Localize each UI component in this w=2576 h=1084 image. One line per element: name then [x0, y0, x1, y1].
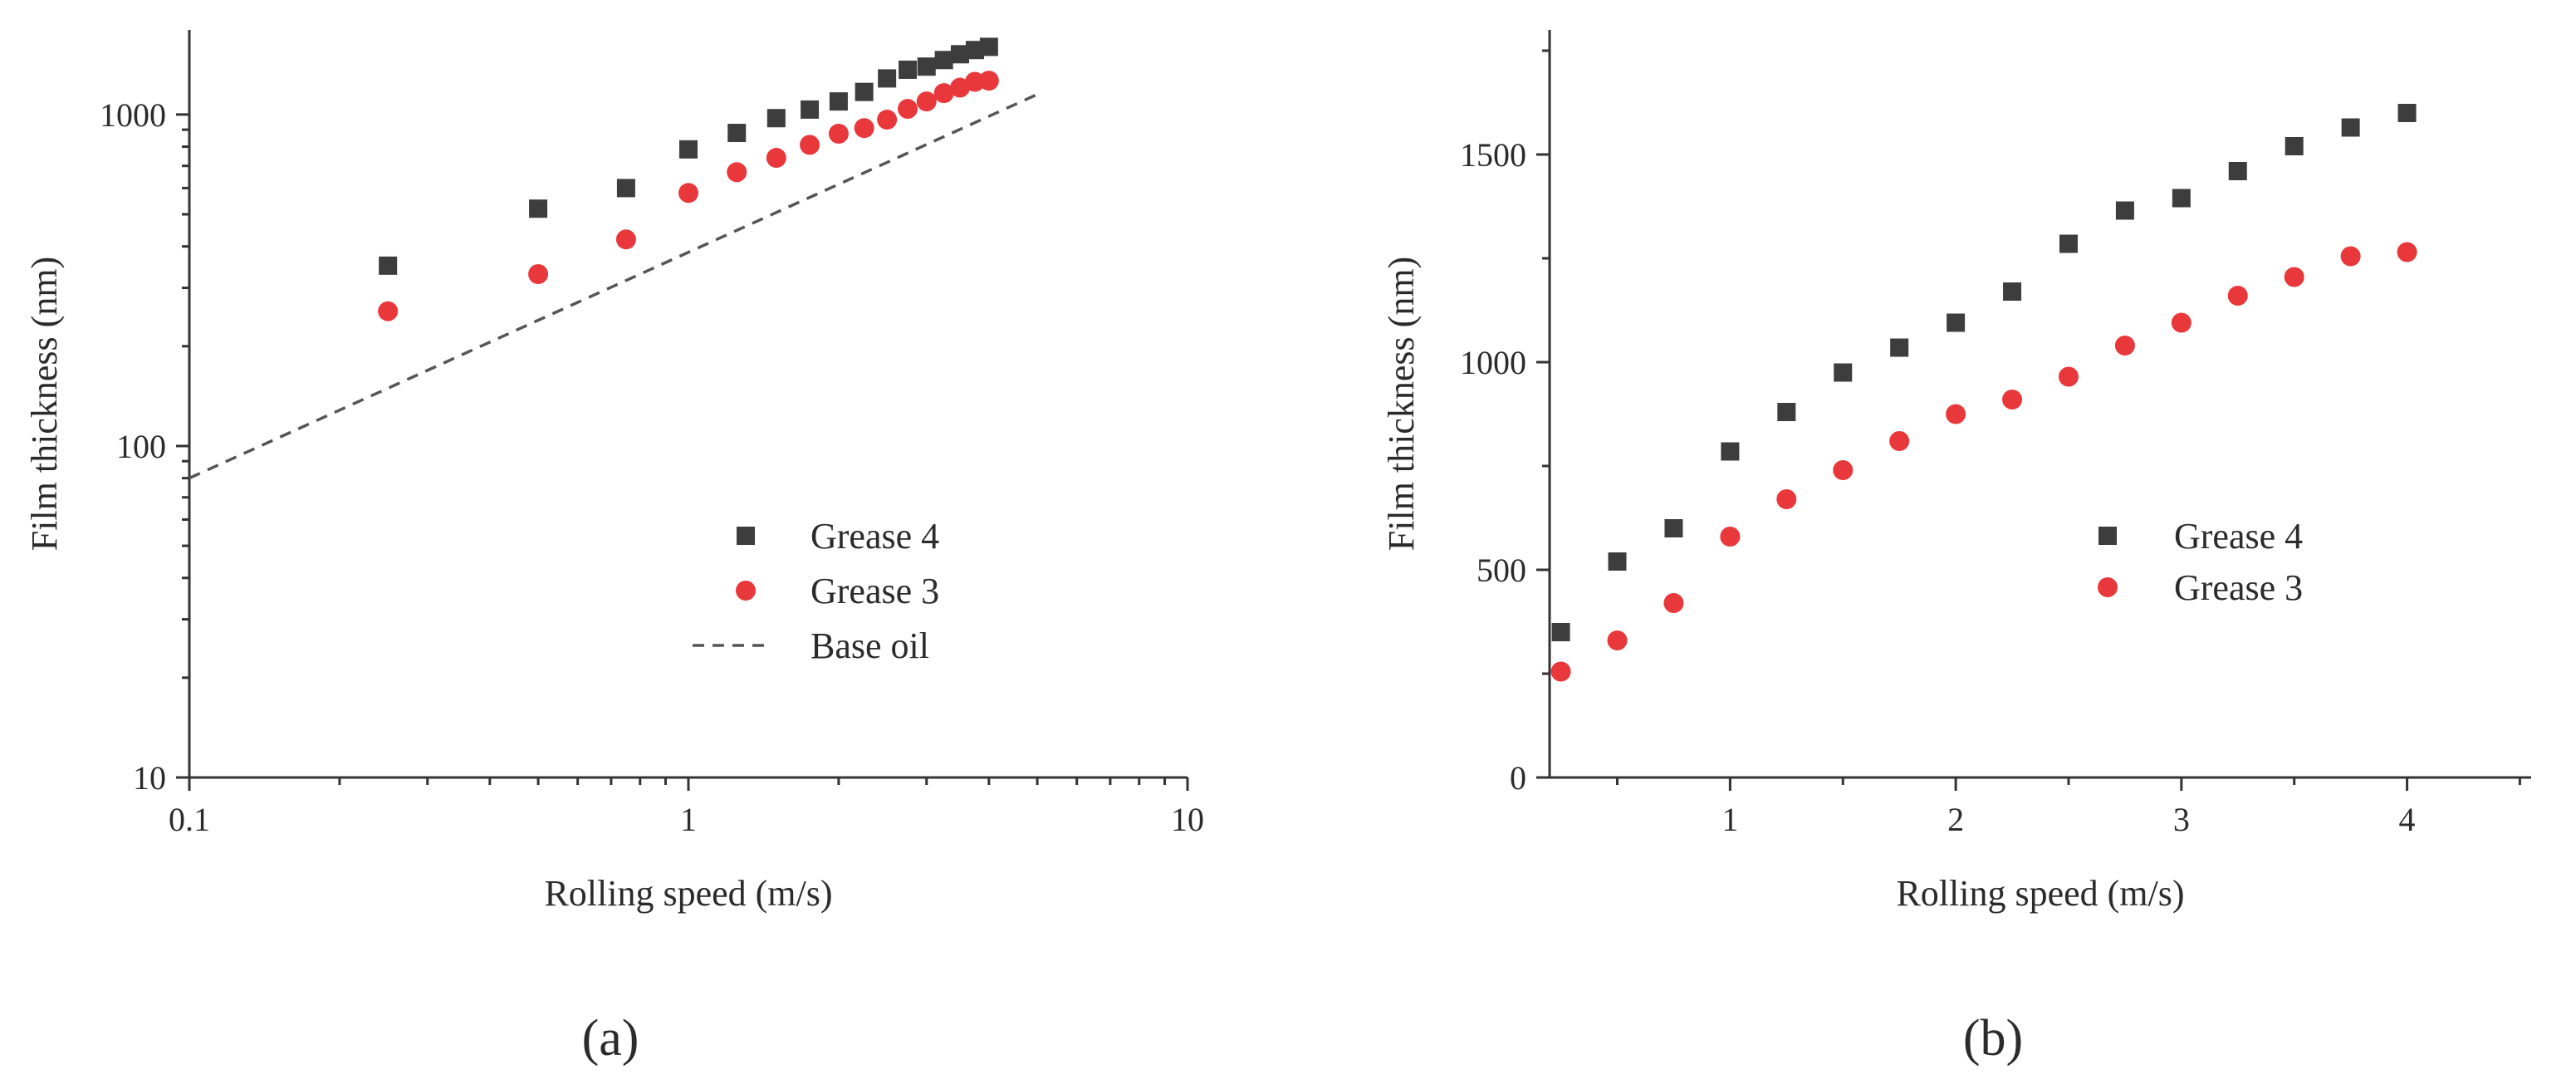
grease-3-point — [828, 124, 849, 145]
grease-3-point — [1720, 527, 1741, 547]
grease-3-point — [2114, 336, 2135, 356]
grease-4-point — [2059, 234, 2078, 253]
grease-4-point — [2285, 137, 2304, 155]
grease-4-point — [2228, 162, 2247, 180]
legend-label: Base oil — [811, 625, 929, 666]
y-tick-label: 1000 — [100, 96, 166, 134]
grease-3-point — [916, 91, 937, 112]
grease-3-point — [2002, 390, 2023, 410]
x-axis-title-b: Rolling speed (m/s) — [1896, 873, 2184, 914]
grease-4-point — [934, 51, 953, 70]
grease-4-point — [727, 124, 747, 143]
grease-4-point — [878, 69, 897, 88]
grease-3-point — [2397, 242, 2417, 262]
grease-4-point — [979, 37, 998, 56]
grease-3-point — [2171, 312, 2192, 333]
legend-grease-4-swatch — [737, 527, 755, 545]
grease-4-point — [965, 41, 984, 60]
grease-4-point — [2397, 104, 2417, 122]
grease-3-point — [615, 229, 636, 250]
legend-label: Grease 4 — [811, 516, 939, 557]
grease-3-point — [2284, 267, 2304, 287]
panel-label-b: (b) — [1963, 1010, 2023, 1067]
legend-grease-3-swatch — [736, 581, 756, 601]
grease-4-point — [616, 179, 635, 198]
grease-4-point — [1777, 403, 1796, 421]
y-tick-label: 10 — [133, 759, 166, 797]
grease-4-point — [829, 92, 848, 111]
grease-4-point — [1834, 363, 1853, 382]
x-tick-label: 2 — [1947, 801, 1964, 838]
grease-4-point — [2115, 201, 2134, 220]
x-tick-label: 1 — [680, 801, 697, 838]
grease-3-point — [1946, 404, 1966, 424]
panel-b: 1 2 3 4 0 500 1000 1500 Rolling speed (m/s) Film … — [1381, 30, 2531, 1067]
grease-3-point — [528, 264, 549, 285]
grease-4-point — [1664, 519, 1683, 537]
y-tick-label: 500 — [1477, 552, 1526, 589]
legend-b: Grease 4 Grease 3 — [2098, 516, 2303, 608]
y-tick-label: 100 — [116, 428, 166, 465]
grease-4-point — [2003, 282, 2022, 301]
x-tick-label: 3 — [2173, 801, 2190, 838]
panel-a: 0.1 1 10 10 100 1000 Rolling speed (m/s) Film t… — [24, 30, 1204, 1067]
grease-3-point — [2227, 286, 2248, 306]
grease-4-point — [766, 109, 786, 128]
y-axis-title-b: Film thickness (nm) — [1381, 257, 1422, 551]
legend-grease-3-swatch — [2098, 577, 2118, 597]
grease-3-point — [2058, 366, 2079, 387]
grease-3-point — [678, 183, 698, 204]
grease-4-point — [1721, 442, 1740, 461]
grease-4-point — [855, 82, 874, 101]
y-tick-label: 1000 — [1460, 344, 1526, 381]
x-axis-title-a: Rolling speed (m/s) — [544, 873, 832, 914]
x-tick-label: 4 — [2399, 801, 2416, 838]
grease-4-point — [379, 256, 398, 275]
grease-4-point — [1608, 552, 1627, 571]
grease-3-point — [727, 162, 747, 183]
grease-3-point — [1776, 489, 1797, 509]
grease-3-point — [2340, 246, 2361, 267]
y-tick-label: 0 — [1510, 759, 1526, 797]
grease-4-point — [801, 100, 820, 119]
grease-3-point — [978, 71, 999, 91]
base-oil-line — [189, 93, 1038, 480]
grease-3-point — [378, 301, 399, 321]
grease-3-point — [1550, 661, 1571, 682]
grease-4-point — [679, 140, 698, 159]
grease-4-point — [1890, 338, 1909, 357]
grease-4-point — [1551, 623, 1570, 641]
y-axis-title-a: Film thickness (nm) — [24, 257, 65, 551]
grease-3-point — [877, 110, 898, 130]
grease-4-point — [2341, 118, 2360, 137]
grease-4-point — [899, 60, 918, 79]
legend-label: Grease 3 — [2174, 567, 2303, 608]
grease-3-point — [1607, 630, 1628, 650]
grease-4-point — [529, 199, 548, 218]
grease-3-point — [1833, 460, 1854, 480]
x-tick-label: 10 — [1171, 801, 1204, 838]
grease-3-point — [1889, 431, 1910, 451]
grease-4-point — [917, 57, 936, 76]
y-tick-label: 1500 — [1460, 136, 1526, 174]
legend-a: Grease 4 Grease 3 Base oil — [693, 516, 939, 666]
grease-3-point — [854, 118, 874, 139]
grease-3-point — [766, 148, 786, 169]
panel-label-a: (a) — [582, 1010, 639, 1067]
x-tick-label: 1 — [1721, 801, 1738, 838]
grease-4-point — [950, 45, 969, 64]
x-tick-label: 0.1 — [169, 801, 210, 838]
grease-4-point — [1947, 313, 1966, 332]
grease-3-point — [800, 135, 820, 155]
grease-3-point — [933, 83, 954, 104]
grease-3-point — [898, 99, 918, 120]
grease-3-point — [949, 77, 970, 98]
grease-4-point — [2172, 189, 2191, 208]
legend-label: Grease 3 — [811, 571, 939, 611]
grease-3-point — [1663, 593, 1684, 613]
legend-label: Grease 4 — [2174, 516, 2303, 557]
legend-grease-4-swatch — [2099, 527, 2117, 545]
